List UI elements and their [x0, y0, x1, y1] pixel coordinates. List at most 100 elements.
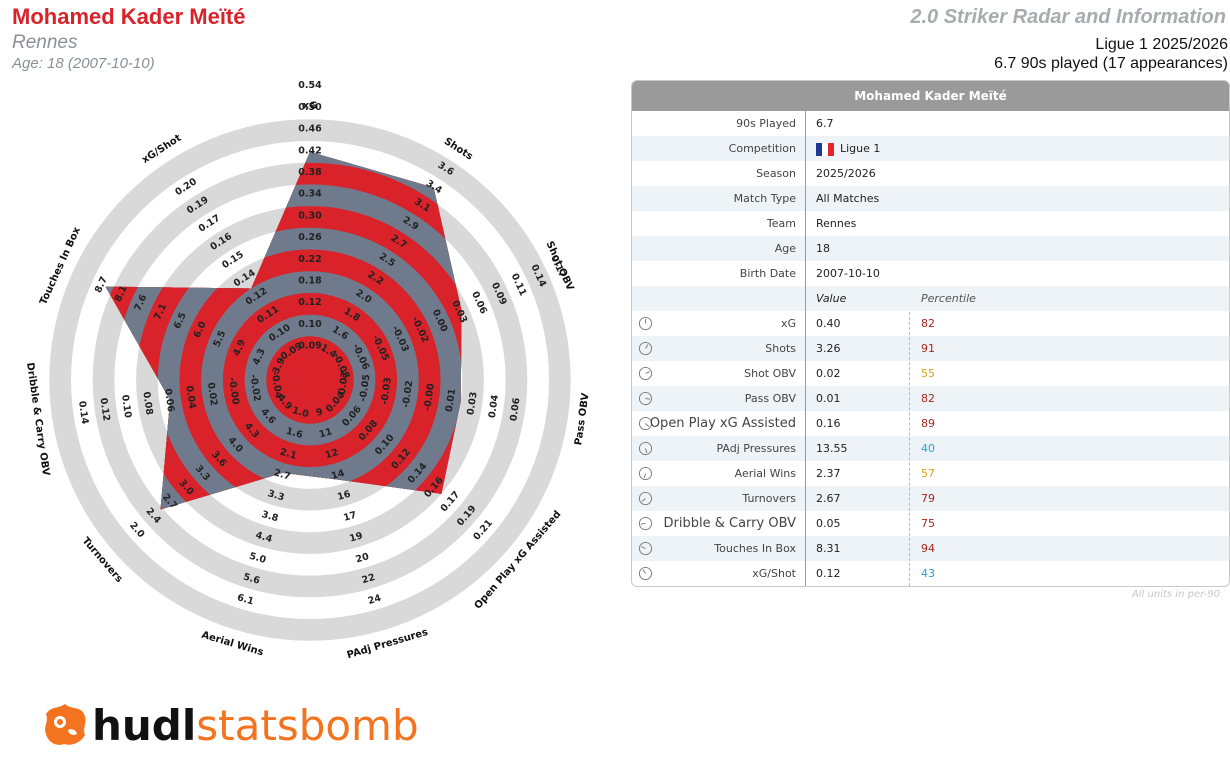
row-percentile: 57 [921, 467, 935, 480]
gauge-icon [638, 466, 653, 481]
row-label: PAdj Pressures [716, 442, 797, 455]
statsbomb-logo: hudlstatsbomb [92, 700, 419, 752]
logo-word-hudl: hudl [92, 701, 197, 750]
table-row: PAdj Pressures 13.55 40 [632, 436, 1229, 461]
radar-tick-label: 0.38 [298, 167, 322, 178]
radar-metric-label: Pass OBV [573, 392, 591, 446]
radar-tick-label: 0.12 [298, 297, 321, 308]
row-value-text: 18 [816, 242, 830, 255]
row-label: Turnovers [742, 492, 796, 505]
gauge-icon [638, 516, 653, 531]
row-value: Ligue 1 [816, 136, 880, 161]
row-percentile: 91 [921, 342, 935, 355]
gauge-icon [638, 366, 653, 381]
row-label: Dribble & Carry OBV [663, 516, 796, 531]
table-row: Turnovers 2.67 79 [632, 486, 1229, 511]
radar-tick-label: -0.03 [379, 377, 394, 406]
hudl-logo-icon [45, 704, 86, 745]
radar-tick-label: 4.4 [254, 530, 274, 545]
table-row: xG/Shot 0.12 43 [632, 561, 1229, 586]
row-value: 0.16 [816, 417, 841, 430]
row-value: 2025/2026 [816, 161, 876, 186]
row-label: Competition [728, 142, 796, 155]
gauge-icon [638, 341, 653, 356]
table-body: 90s Played 6.7 Competition Ligue 1 Season 202… [632, 111, 1229, 586]
table-row: Aerial Wins 2.37 57 [632, 461, 1229, 486]
percentile-column-header: Percentile [921, 292, 976, 305]
table-row: Birth Date 2007-10-10 [632, 261, 1229, 286]
radar-tick-label: 0.30 [298, 210, 322, 221]
row-label: Age [774, 242, 796, 255]
radar-metric-label: xG [303, 100, 318, 111]
row-label: Birth Date [739, 267, 796, 280]
radar-tick-label: 2.7 [272, 467, 291, 482]
percentile-divider [909, 312, 910, 586]
row-value: 18 [816, 236, 830, 261]
table-row: Dribble & Carry OBV 0.05 75 [632, 511, 1229, 536]
row-label: Shot OBV [744, 367, 796, 380]
value-column-header: Value [816, 292, 847, 305]
radar-tick-label: 0.06 [508, 397, 522, 422]
radar-tick-label: 14 [330, 468, 346, 482]
radar-tick-label: 5.0 [248, 551, 268, 566]
table-title: Mohamed Kader Meïté [632, 81, 1229, 111]
gauge-icon [638, 491, 653, 506]
radar-tick-label: 0.50 [298, 102, 322, 113]
table-row: 90s Played 6.7 [632, 111, 1229, 136]
gauge-icon [638, 316, 653, 331]
radar-tick-label: 1.6 [285, 426, 305, 441]
radar-tick-label: 0.14 [76, 400, 90, 425]
row-value: 0.40 [816, 317, 841, 330]
row-value: 0.12 [816, 567, 841, 580]
row-value-text: 6.7 [816, 117, 834, 130]
table-row: Competition Ligue 1 [632, 136, 1229, 161]
radar-tick-label: 0.34 [298, 189, 322, 200]
radar-tick-label: 2.1 [279, 447, 298, 462]
radar-tick-label: 0.46 [298, 124, 322, 135]
table-row: Shot OBV 0.02 55 [632, 361, 1229, 386]
row-label: Aerial Wins [734, 467, 796, 480]
row-value: 0.01 [816, 392, 841, 405]
row-label: Match Type [733, 192, 796, 205]
row-label: xG/Shot [752, 567, 796, 580]
column-divider [805, 111, 806, 586]
table-row: Pass OBV 0.01 82 [632, 386, 1229, 411]
row-value: 13.55 [816, 442, 848, 455]
radar-tick-label: 0.02 [205, 382, 219, 407]
minutes-played: 6.7 90s played (17 appearances) [994, 55, 1228, 72]
radar-tick-label: 0.04 [487, 394, 501, 419]
report-title: 2.0 Striker Radar and Information [910, 6, 1226, 28]
row-label: xG [780, 317, 796, 330]
radar-metric-label: Dribble & Carry OBV [24, 362, 51, 477]
table-row: Match Type All Matches [632, 186, 1229, 211]
radar-tick-label: 0.04 [183, 385, 197, 410]
league-season: Ligue 1 2025/2026 [1095, 36, 1228, 53]
radar-tick-label: -0.02 [248, 374, 263, 403]
table-row: Touches In Box 8.31 94 [632, 536, 1229, 561]
radar-tick-label: 0.18 [298, 276, 322, 287]
radar-tick-label: -0.05 [358, 374, 373, 403]
table-row: Shots 3.26 91 [632, 336, 1229, 361]
radar-tick-label: 0.06 [162, 388, 176, 413]
radar-tick-label: 0.09 [298, 341, 321, 352]
row-label: Touches In Box [714, 542, 796, 555]
radar-tick-label: 17 [342, 510, 358, 524]
row-percentile: 94 [921, 542, 935, 555]
radar-tick-label: 16 [336, 489, 352, 503]
gauge-icon [638, 391, 653, 406]
row-percentile: 75 [921, 517, 935, 530]
radar-tick-label: 9 [315, 406, 324, 418]
france-flag-icon [816, 142, 834, 156]
player-age: Age: 18 (2007-10-10) [12, 55, 155, 72]
row-value: 2.37 [816, 467, 841, 480]
table-row: Season 2025/2026 [632, 161, 1229, 186]
row-percentile: 82 [921, 392, 935, 405]
gauge-icon [638, 441, 653, 456]
row-label: Open Play xG Assisted [649, 416, 796, 431]
table-row: Age 18 [632, 236, 1229, 261]
player-name: Mohamed Kader Meïté [12, 4, 246, 29]
gauge-icon [638, 416, 653, 431]
logo-word-statsbomb: statsbomb [196, 701, 419, 750]
row-value: 8.31 [816, 542, 841, 555]
row-value-text: 2007-10-10 [816, 267, 880, 280]
